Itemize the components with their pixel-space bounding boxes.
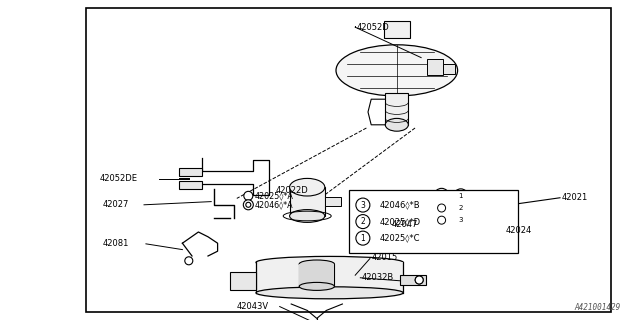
Ellipse shape [290,210,325,222]
Bar [444,64,455,74]
Text: 2: 2 [360,217,365,226]
Circle shape [438,216,445,224]
Text: 42046◊*A: 42046◊*A [255,200,293,209]
Circle shape [436,228,447,240]
Bar [384,21,410,38]
Circle shape [454,213,468,227]
Ellipse shape [290,179,325,196]
Ellipse shape [300,282,335,291]
Text: 42025◊*C: 42025◊*C [380,234,420,243]
Text: 42024: 42024 [506,226,532,235]
Text: 42021: 42021 [562,193,588,202]
Bar [230,272,256,290]
Bar [428,59,444,75]
Text: 2: 2 [459,205,463,211]
Bar [400,275,426,285]
Ellipse shape [300,260,335,268]
Circle shape [243,200,253,210]
Circle shape [438,204,445,212]
Ellipse shape [256,256,403,268]
Circle shape [415,276,423,284]
Text: 3: 3 [360,201,365,210]
Circle shape [454,189,468,203]
Ellipse shape [256,287,403,299]
Text: 42027: 42027 [102,200,129,209]
Text: 42047: 42047 [392,220,418,228]
Bar [290,187,325,216]
Text: 42052D: 42052D [357,23,390,32]
Text: 42025◊*D: 42025◊*D [380,217,420,226]
Bar [349,190,518,253]
Bar [86,8,611,312]
Text: A421001429: A421001429 [575,303,621,312]
Bar [179,181,202,189]
Circle shape [356,198,370,212]
Circle shape [356,215,370,228]
Bar [179,168,202,176]
Circle shape [356,231,370,245]
Circle shape [434,201,449,215]
Circle shape [434,213,449,228]
Ellipse shape [336,45,458,96]
Text: 3: 3 [458,217,463,223]
Circle shape [415,276,423,284]
Text: 42081: 42081 [102,239,129,248]
Ellipse shape [385,118,408,131]
Circle shape [246,202,251,207]
Text: 42046◊*B: 42046◊*B [380,201,420,210]
Text: 42052DE: 42052DE [99,174,137,183]
Bar [325,197,341,206]
Text: 1: 1 [458,193,463,199]
Circle shape [434,188,449,203]
Text: 42032B: 42032B [362,273,394,282]
Circle shape [454,201,468,215]
Text: 42022D: 42022D [275,186,308,195]
Bar [256,262,403,293]
Text: 42015: 42015 [371,253,397,262]
Circle shape [185,257,193,265]
Text: 1: 1 [360,234,365,243]
Text: 42025◊*A: 42025◊*A [255,191,294,200]
Circle shape [244,191,253,200]
Text: 42043V: 42043V [237,302,269,311]
Bar [300,264,335,286]
Bar [385,93,408,125]
